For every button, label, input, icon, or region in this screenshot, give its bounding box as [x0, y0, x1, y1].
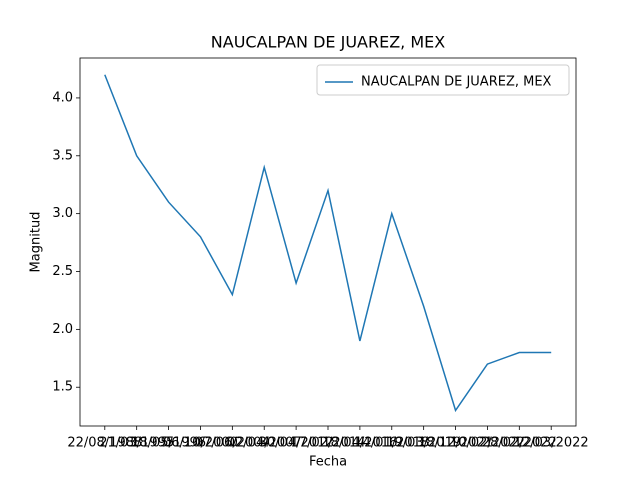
y-tick-label: 2.5 — [52, 264, 73, 279]
y-tick-label: 3.0 — [52, 206, 73, 221]
chart-title: NAUCALPAN DE JUAREZ, MEX — [211, 33, 445, 52]
x-tick-label: 18/05/1996 — [131, 436, 206, 451]
x-tick-label: 06/10/2000 — [163, 436, 238, 451]
plot-frame — [79, 57, 577, 427]
legend-box — [316, 64, 570, 96]
x-tick-label: 12/03/2022 — [514, 436, 589, 451]
y-axis-label: Magnitud — [29, 212, 44, 273]
x-tick-label: 30/04/2012 — [259, 436, 334, 451]
x-tick-label: 02/04/2007 — [227, 436, 302, 451]
x-tick-label: 18/12/2021 — [418, 436, 493, 451]
x-tick-label: 14/01/2018 — [354, 436, 429, 451]
y-tick-label: 3.5 — [52, 148, 73, 163]
x-tick-label: 18/04/2016 — [322, 436, 397, 451]
legend-label: NAUCALPAN DE JUAREZ, MEX — [361, 75, 552, 90]
x-tick-label: 17/02/2014 — [291, 436, 366, 451]
y-tick-label: 1.5 — [52, 380, 73, 395]
y-tick-label: 2.0 — [52, 322, 73, 337]
y-tick-label: 4.0 — [52, 90, 73, 105]
x-tick-label: 28/02/2022 — [482, 436, 557, 451]
line-series — [104, 74, 552, 413]
x-tick-label: 19/03/2019 — [386, 436, 461, 451]
x-tick-label: 21/03/1995 — [99, 436, 174, 451]
x-tick-label: 07/06/2004 — [195, 436, 270, 451]
x-axis-label: Fecha — [309, 455, 347, 470]
x-tick-label: 10/02/2022 — [450, 436, 525, 451]
x-tick-label: 22/08/1988 — [67, 436, 142, 451]
